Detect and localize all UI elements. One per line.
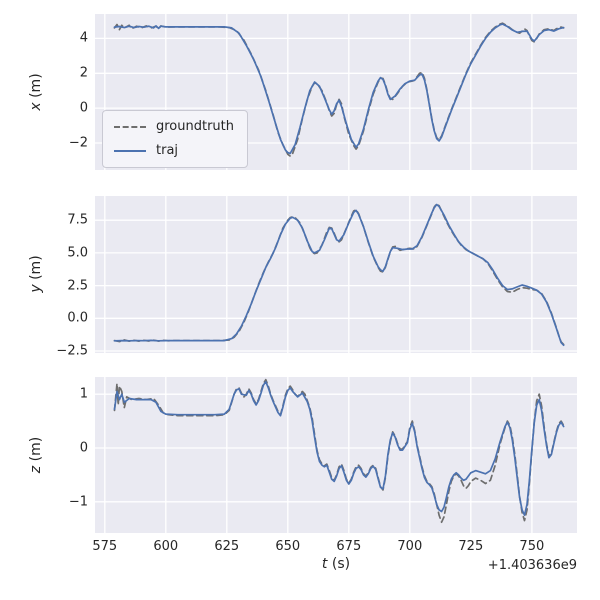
series-traj-line	[113, 23, 565, 155]
ylabel-var-y: y	[28, 284, 44, 293]
x-tick-label: 750	[519, 539, 545, 554]
x-axis-label: t (s)	[322, 556, 350, 572]
y-tick-label: 7.5	[67, 212, 88, 228]
y-tick-label: 0.0	[67, 310, 88, 326]
y-tick-label: 2	[79, 65, 88, 81]
x-tick-label: 675	[336, 539, 362, 554]
x-tick-label: 725	[458, 539, 484, 554]
y-tick-label: 1	[79, 386, 88, 402]
y-tick-label: 4	[79, 30, 88, 46]
subplot-z	[95, 377, 577, 533]
y-tick-label: −1	[68, 494, 88, 510]
legend: groundtruth traj	[102, 110, 249, 168]
plot-area-z	[95, 377, 577, 533]
y-axis-label-z: z (m)	[28, 437, 44, 473]
ylabel-unit-y: (m)	[28, 255, 44, 285]
legend-label-groundtruth: groundtruth	[156, 119, 235, 134]
y-tick-label: 5.0	[67, 245, 88, 261]
y-tick-label: −2.5	[56, 343, 88, 359]
y-tick-label: 2.5	[67, 278, 88, 294]
y-axis-label-y: y (m)	[28, 255, 44, 292]
y-tick-label: 0	[79, 100, 88, 116]
plot-area-y	[95, 196, 577, 353]
legend-label-traj: traj	[156, 143, 179, 158]
ylabel-unit-z: (m)	[28, 436, 44, 466]
x-tick-label: 600	[153, 539, 179, 554]
legend-item-traj: traj	[114, 143, 234, 158]
series-traj-line	[113, 203, 565, 347]
x-tick-label: 575	[92, 539, 118, 554]
xlabel-var: t	[321, 556, 328, 572]
series-groundtruth-line	[113, 202, 565, 346]
xlabel-unit: (s)	[327, 556, 351, 572]
series-groundtruth-line	[113, 378, 565, 524]
y-tick-label: −2	[68, 135, 88, 151]
y-axis-label-x: x (m)	[28, 73, 44, 110]
ylabel-var-z: z	[28, 465, 44, 474]
x-tick-label: 700	[397, 539, 423, 554]
x-tick-label: 650	[275, 539, 301, 554]
legend-item-groundtruth: groundtruth	[114, 119, 234, 134]
x-tick-label: 625	[214, 539, 240, 554]
y-tick-label: 0	[79, 440, 88, 456]
ylabel-unit-x: (m)	[28, 73, 44, 103]
ylabel-var-x: x	[28, 102, 44, 111]
subplot-y	[95, 196, 577, 353]
series-traj-line	[113, 380, 565, 517]
legend-dashed-line-sample	[114, 125, 146, 128]
axis-offset-text: +1.403636e9	[487, 558, 577, 573]
legend-solid-line-sample	[114, 149, 146, 152]
